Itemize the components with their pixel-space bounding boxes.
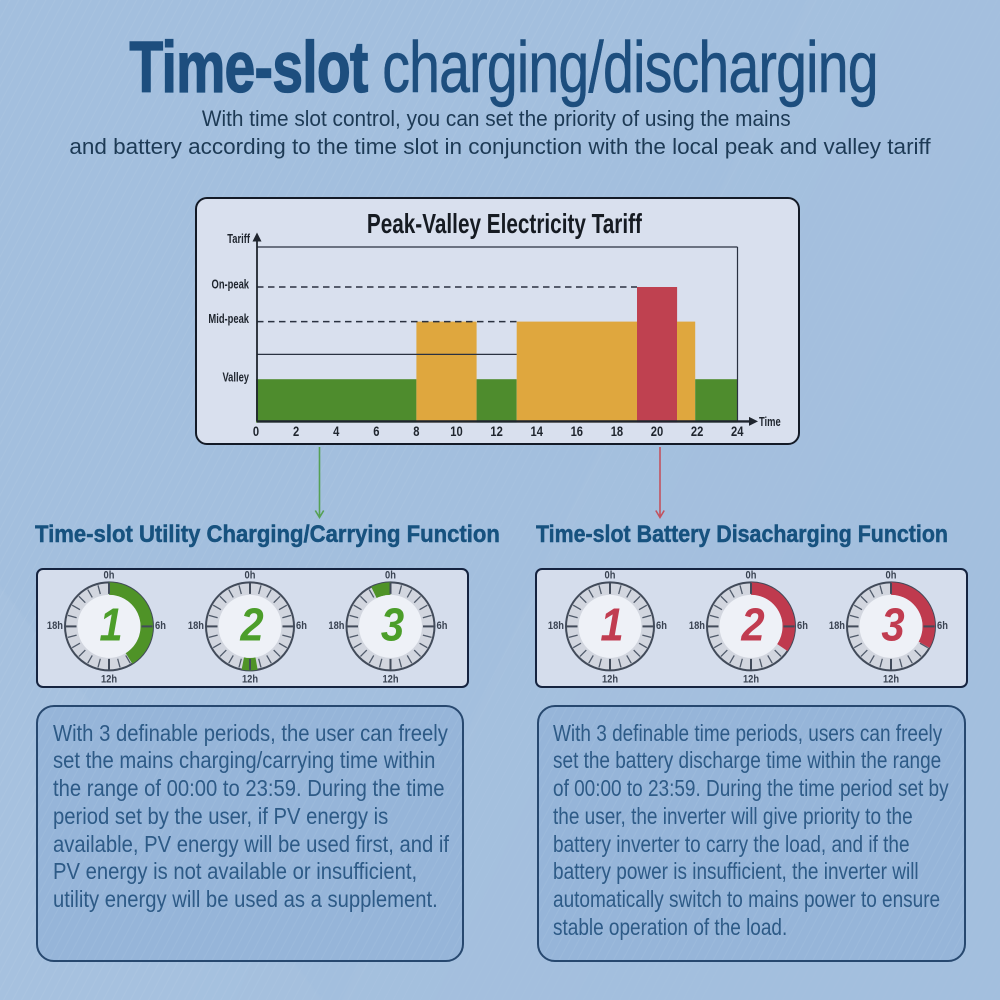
svg-text:18h: 18h <box>689 620 705 632</box>
svg-text:0h: 0h <box>385 570 396 582</box>
svg-text:12h: 12h <box>101 674 117 686</box>
svg-text:Mid-peak: Mid-peak <box>208 313 249 327</box>
svg-text:24: 24 <box>731 424 743 439</box>
svg-text:6h: 6h <box>656 620 667 632</box>
svg-text:12: 12 <box>490 424 502 439</box>
svg-text:12h: 12h <box>883 674 899 686</box>
svg-text:4: 4 <box>333 424 339 439</box>
svg-text:20: 20 <box>651 424 663 439</box>
svg-text:22: 22 <box>691 424 703 439</box>
svg-text:0h: 0h <box>605 570 616 582</box>
svg-text:6h: 6h <box>937 620 948 632</box>
svg-text:0h: 0h <box>104 570 115 582</box>
svg-text:18h: 18h <box>829 620 845 632</box>
svg-text:0h: 0h <box>245 570 256 582</box>
svg-text:8: 8 <box>413 424 419 439</box>
svg-text:6: 6 <box>373 424 379 439</box>
svg-text:On-peak: On-peak <box>212 278 250 292</box>
svg-text:12h: 12h <box>242 674 258 686</box>
svg-text:3: 3 <box>381 600 405 652</box>
svg-text:2: 2 <box>740 600 765 652</box>
svg-text:6h: 6h <box>437 620 448 632</box>
svg-text:18h: 18h <box>188 620 204 632</box>
svg-text:10: 10 <box>450 424 462 439</box>
svg-text:Tariff: Tariff <box>227 233 250 247</box>
svg-text:12h: 12h <box>382 674 398 686</box>
svg-text:6h: 6h <box>797 620 808 632</box>
svg-text:0h: 0h <box>886 570 897 582</box>
svg-text:14: 14 <box>530 424 542 439</box>
svg-text:16: 16 <box>571 424 583 439</box>
svg-text:18h: 18h <box>47 620 63 632</box>
svg-text:2: 2 <box>239 600 264 652</box>
svg-text:2: 2 <box>293 424 299 439</box>
svg-text:12h: 12h <box>743 674 759 686</box>
svg-text:1: 1 <box>600 600 623 652</box>
svg-text:18: 18 <box>611 424 623 439</box>
svg-text:1: 1 <box>99 600 122 652</box>
svg-text:3: 3 <box>881 600 905 652</box>
svg-text:0: 0 <box>253 424 259 439</box>
svg-text:18h: 18h <box>548 620 564 632</box>
svg-text:Valley: Valley <box>222 371 249 385</box>
svg-text:6h: 6h <box>155 620 166 632</box>
svg-text:18h: 18h <box>328 620 344 632</box>
svg-text:12h: 12h <box>602 674 618 686</box>
svg-text:Time: Time <box>759 416 781 430</box>
svg-text:0h: 0h <box>746 570 757 582</box>
svg-text:6h: 6h <box>296 620 307 632</box>
